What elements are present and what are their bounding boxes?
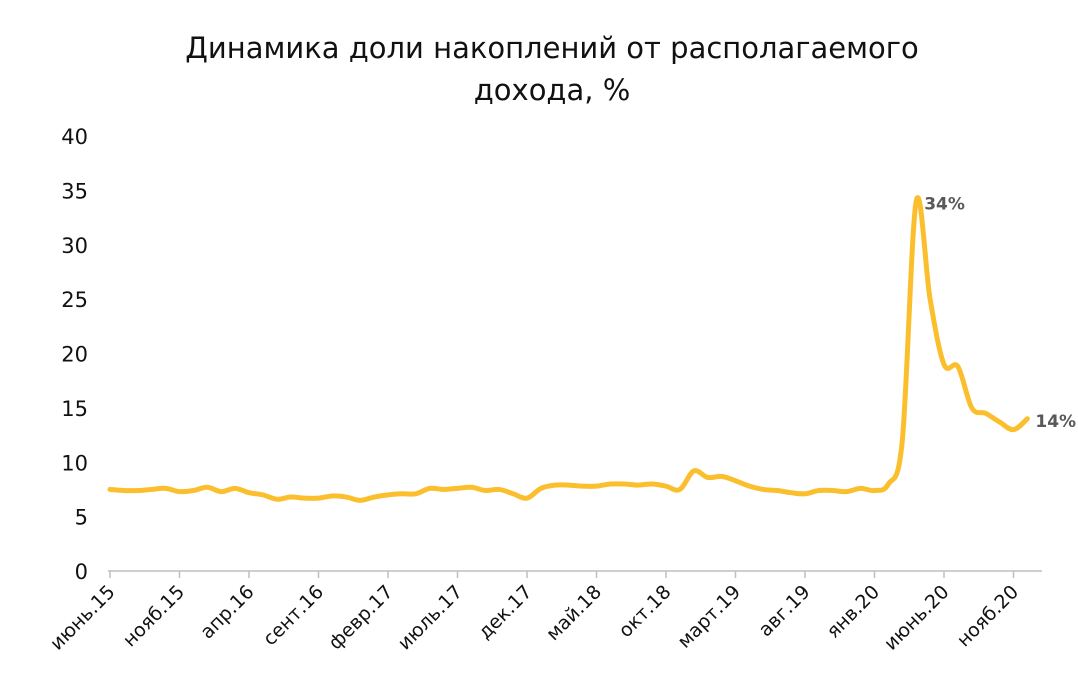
- data-label: 14%: [1035, 412, 1076, 432]
- x-tick-label: окт.18: [614, 581, 675, 642]
- chart-title: дохода, %: [474, 73, 631, 107]
- y-tick-label: 20: [61, 343, 88, 367]
- y-tick-label: 10: [61, 451, 88, 475]
- x-tick-label: авг.19: [754, 581, 814, 641]
- x-tick-label: февр.17: [324, 581, 397, 654]
- x-tick-label: июль.17: [394, 581, 467, 654]
- y-tick-label: 35: [61, 179, 88, 203]
- x-tick-label: апр.16: [196, 581, 258, 643]
- x-tick-label: нояб.20: [953, 581, 1023, 651]
- data-label: 34%: [924, 194, 965, 214]
- y-tick-label: 40: [61, 125, 88, 149]
- x-tick-label: июнь.15: [46, 581, 120, 655]
- x-tick-label: май.18: [542, 581, 606, 645]
- y-tick-label: 25: [61, 288, 88, 312]
- y-tick-label: 30: [61, 234, 88, 258]
- x-tick-label: янв.20: [822, 581, 884, 643]
- chart-title: Динамика доли накоплений от располагаемо…: [185, 31, 919, 65]
- x-tick-label: сент.16: [259, 581, 328, 650]
- x-tick-label: нояб.15: [119, 581, 189, 651]
- line: [107, 195, 1030, 503]
- x-tick-label: март.19: [673, 581, 745, 653]
- y-tick-label: 15: [61, 397, 88, 421]
- x-tick-label: дек.17: [474, 581, 537, 644]
- y-tick-label: 5: [75, 506, 88, 530]
- y-tick-label: 0: [75, 560, 88, 584]
- x-tick-label: июнь.20: [880, 581, 954, 655]
